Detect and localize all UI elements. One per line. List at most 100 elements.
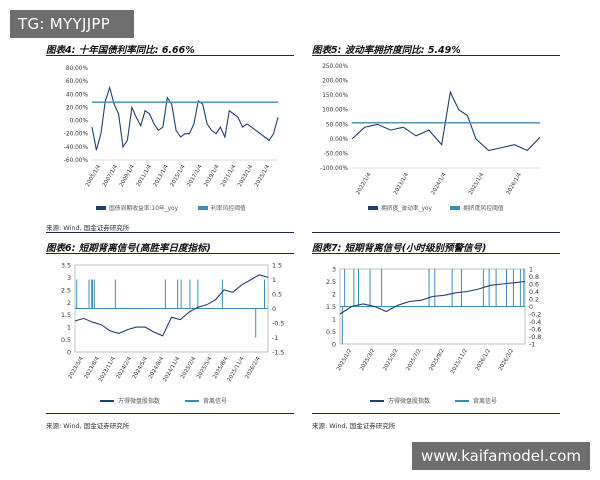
x-tick-label: 2025/5/2 [382, 348, 399, 372]
legend-label: 万得微盘股指数 [388, 397, 430, 405]
y-right-tick-label: -0.5 [272, 321, 284, 328]
y-tick-label: 60.00% [66, 79, 89, 85]
legend-swatch-1 [96, 206, 106, 210]
x-tick-label: 2026/3/2 [498, 348, 515, 372]
y-tick-label: 250.00% [322, 64, 348, 70]
x-tick-label: 2023/1/4 [237, 164, 255, 188]
y-right-tick-label: 0.8 [529, 274, 539, 281]
x-tick-label: 2025/11/2 [450, 348, 469, 375]
y-tick-label: 0.00% [330, 137, 349, 143]
x-tick-label: 2023/11/4 [98, 356, 117, 383]
panel-title-1: 图表4: 十年国债利率同比: 6.66% [46, 45, 195, 56]
source-3: 来源: Wind, 国金证券研究所 [46, 422, 130, 430]
x-tick-label: 2005/1/4 [85, 164, 103, 188]
panel-title-3: 图表6: 短期背离信号(高胜率日度指标) [46, 243, 211, 254]
y-left-tick-label: 2.5 [326, 279, 336, 286]
y-tick-label: -40.00% [64, 145, 89, 151]
x-tick-label: 2025/8/4 [212, 356, 230, 380]
source-4: 来源: Wind, 国金证券研究所 [312, 422, 396, 430]
x-tick-label: 2025/3/2 [359, 348, 376, 372]
x-tick-label: 2013/1/4 [153, 164, 171, 188]
x-tick-label: 2025/5/4 [196, 356, 214, 380]
source-rule-1 [46, 232, 294, 233]
y-tick-label: 100.00% [322, 108, 348, 114]
y-right-tick-label: -0.6 [529, 327, 541, 334]
y-right-tick-label: 0 [529, 304, 533, 311]
y-right-tick-label: 0.4 [529, 289, 539, 296]
x-tick-label: 2024/1/4 [430, 172, 448, 196]
panel-rule-1 [46, 55, 294, 56]
y-tick-label: -100.00% [320, 166, 348, 172]
y-tick-label: -50.00% [324, 151, 349, 157]
x-tick-label: 2024/11/4 [162, 356, 181, 383]
source-rule-4 [312, 413, 560, 414]
x-tick-label: 2021/1/4 [220, 164, 238, 188]
index-line [74, 274, 269, 337]
y-tick-label: 20.00% [66, 105, 89, 111]
legend-label: 利率风控阈值 [211, 204, 246, 212]
watermark-top: TG: MYYJJPP [10, 10, 134, 38]
x-tick-label: 2023/5/4 [67, 356, 85, 380]
y-right-tick-label: -1 [529, 342, 535, 349]
y-left-tick-label: 1.5 [61, 312, 71, 319]
y-left-tick-label: 0.5 [61, 337, 71, 344]
x-tick-label: 2009/1/4 [119, 164, 137, 188]
y-right-tick-label: -0.4 [529, 319, 541, 326]
x-tick-label: 2025/1/4 [254, 164, 272, 188]
x-tick-label: 2015/1/4 [169, 164, 187, 188]
y-tick-label: 200.00% [322, 79, 348, 85]
legend-label: 国债到期收益率:10年_yoy [109, 204, 179, 212]
y-left-tick-label: 0 [332, 342, 336, 349]
x-tick-label: 2007/1/4 [102, 164, 120, 188]
source-1: 来源: Wind, 国金证券研究所 [46, 224, 130, 232]
legend-swatch-2 [450, 206, 460, 210]
y-left-tick-label: 2.5 [61, 287, 71, 294]
y-tick-label: 40.00% [66, 92, 89, 98]
y-left-tick-label: 0 [67, 350, 71, 357]
panel-rule-4 [312, 253, 560, 254]
source-rule-3 [46, 413, 294, 414]
panel-title-4: 图表7: 短期背离信号(小时级别预警信号) [312, 243, 487, 254]
y-right-tick-label: 1 [529, 267, 533, 274]
y-tick-label: 150.00% [322, 93, 348, 99]
y-right-tick-label: -1.5 [272, 350, 284, 357]
x-tick-label: 2024/5/4 [132, 356, 150, 380]
y-tick-label: 80.00% [66, 66, 89, 72]
y-right-tick-label: 0.6 [529, 282, 539, 289]
x-tick-label: 2026/2/4 [244, 356, 262, 380]
x-tick-label: 2025/9/2 [428, 348, 445, 372]
legend-label: 万得微盘股指数 [118, 397, 160, 405]
x-tick-label: 2017/1/4 [186, 164, 204, 188]
y-tick-label: 0.00% [70, 119, 89, 125]
legend-label: 拥挤度风控阈值 [463, 204, 504, 212]
y-left-tick-label: 3.5 [61, 263, 71, 270]
y-right-tick-label: 0 [272, 306, 276, 313]
index-line [339, 280, 526, 315]
y-left-tick-label: 2 [332, 292, 336, 299]
panel-title-2: 图表5: 波动率拥挤度同比: 5.49% [312, 45, 461, 56]
source-rule-2 [312, 232, 560, 233]
x-tick-label: 2025/7/2 [405, 348, 422, 372]
y-tick-label: 50.00% [326, 122, 349, 128]
x-tick-label: 2022/1/4 [355, 172, 373, 196]
x-tick-label: 2026/1/4 [506, 172, 524, 196]
x-tick-label: 2026/1/2 [475, 348, 492, 372]
y-left-tick-label: 2 [67, 300, 71, 307]
y-right-tick-label: 1 [272, 277, 276, 284]
y-right-tick-label: -1 [272, 335, 278, 342]
legend-label: 背离信号 [203, 397, 227, 405]
x-tick-label: 2023/8/4 [84, 356, 102, 380]
legend-swatch-2 [198, 206, 208, 210]
x-tick-label: 2025/1/2 [336, 348, 353, 372]
legend-label: 拥挤度_波动率_yoy [381, 204, 433, 212]
legend-swatch-1 [368, 206, 378, 210]
y-left-tick-label: 3 [332, 267, 336, 274]
y-left-tick-label: 1 [332, 317, 336, 324]
x-tick-label: 2024/8/4 [148, 356, 166, 380]
x-tick-label: 2023/1/4 [393, 172, 411, 196]
y-right-tick-label: -0.8 [529, 334, 541, 341]
x-tick-label: 2024/2/4 [116, 356, 134, 380]
panel-rule-2 [312, 55, 560, 56]
series-line-1 [351, 90, 541, 152]
